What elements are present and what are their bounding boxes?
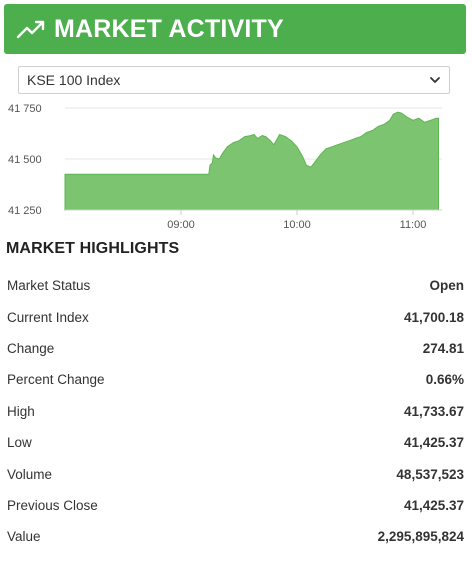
highlight-value: 48,537,523 xyxy=(396,466,464,482)
index-area-series xyxy=(64,111,439,211)
highlight-value: 41,733.67 xyxy=(403,403,464,419)
highlight-row: Low 41,425.37 xyxy=(0,427,472,458)
market-activity-header: MARKET ACTIVITY xyxy=(4,4,466,54)
highlight-label: Volume xyxy=(7,466,53,482)
highlight-row: Current Index 41,700.18 xyxy=(0,301,472,332)
highlight-row: Previous Close 41,425.37 xyxy=(0,490,472,521)
y-tick-label: 41 250 xyxy=(8,205,42,217)
highlight-label: Low xyxy=(7,435,32,451)
market-highlights-title: MARKET HIGHLIGHTS xyxy=(6,240,180,257)
highlight-row: Volume 48,537,523 xyxy=(0,458,472,489)
trending-up-icon xyxy=(16,20,45,39)
highlight-label: Current Index xyxy=(7,309,89,325)
highlight-value: 41,700.18 xyxy=(403,309,464,325)
x-tick-label: 10:00 xyxy=(283,219,311,231)
highlight-row: Market Status Open xyxy=(0,270,472,301)
y-tick-label: 41 500 xyxy=(8,154,42,166)
highlight-row: High 41,733.67 xyxy=(0,396,472,427)
highlight-label: High xyxy=(7,403,35,419)
highlight-label: Value xyxy=(7,529,41,545)
highlight-row: Percent Change 0.66% xyxy=(0,364,472,395)
highlight-label: Percent Change xyxy=(7,372,105,388)
x-tick-label: 11:00 xyxy=(400,219,427,231)
highlight-value: 2,295,895,824 xyxy=(377,529,464,545)
highlight-value: 41,425.37 xyxy=(403,497,464,513)
index-chart: 41 750 41 500 41 250 09:00 10:00 11:00 xyxy=(8,103,442,231)
highlight-value: 274.81 xyxy=(422,340,464,356)
index-select[interactable]: KSE 100 Index xyxy=(18,66,450,94)
index-select-value: KSE 100 Index xyxy=(27,72,121,88)
x-tick-label: 09:00 xyxy=(167,219,195,231)
highlight-value: 41,425.37 xyxy=(403,435,464,451)
highlight-label: Market Status xyxy=(7,278,91,294)
chevron-down-icon xyxy=(430,77,440,83)
highlights-table: Market Status Open Current Index 41,700.18 C… xyxy=(0,270,472,553)
highlight-row: Change 274.81 xyxy=(0,333,472,364)
highlight-value: Open xyxy=(429,278,464,294)
highlight-row: Value 2,295,895,824 xyxy=(0,521,472,552)
highlight-value: 0.66% xyxy=(425,372,464,388)
page-title: MARKET ACTIVITY xyxy=(54,14,284,43)
highlight-label: Change xyxy=(7,340,55,356)
highlight-label: Previous Close xyxy=(7,497,98,513)
y-tick-label: 41 750 xyxy=(8,103,42,115)
